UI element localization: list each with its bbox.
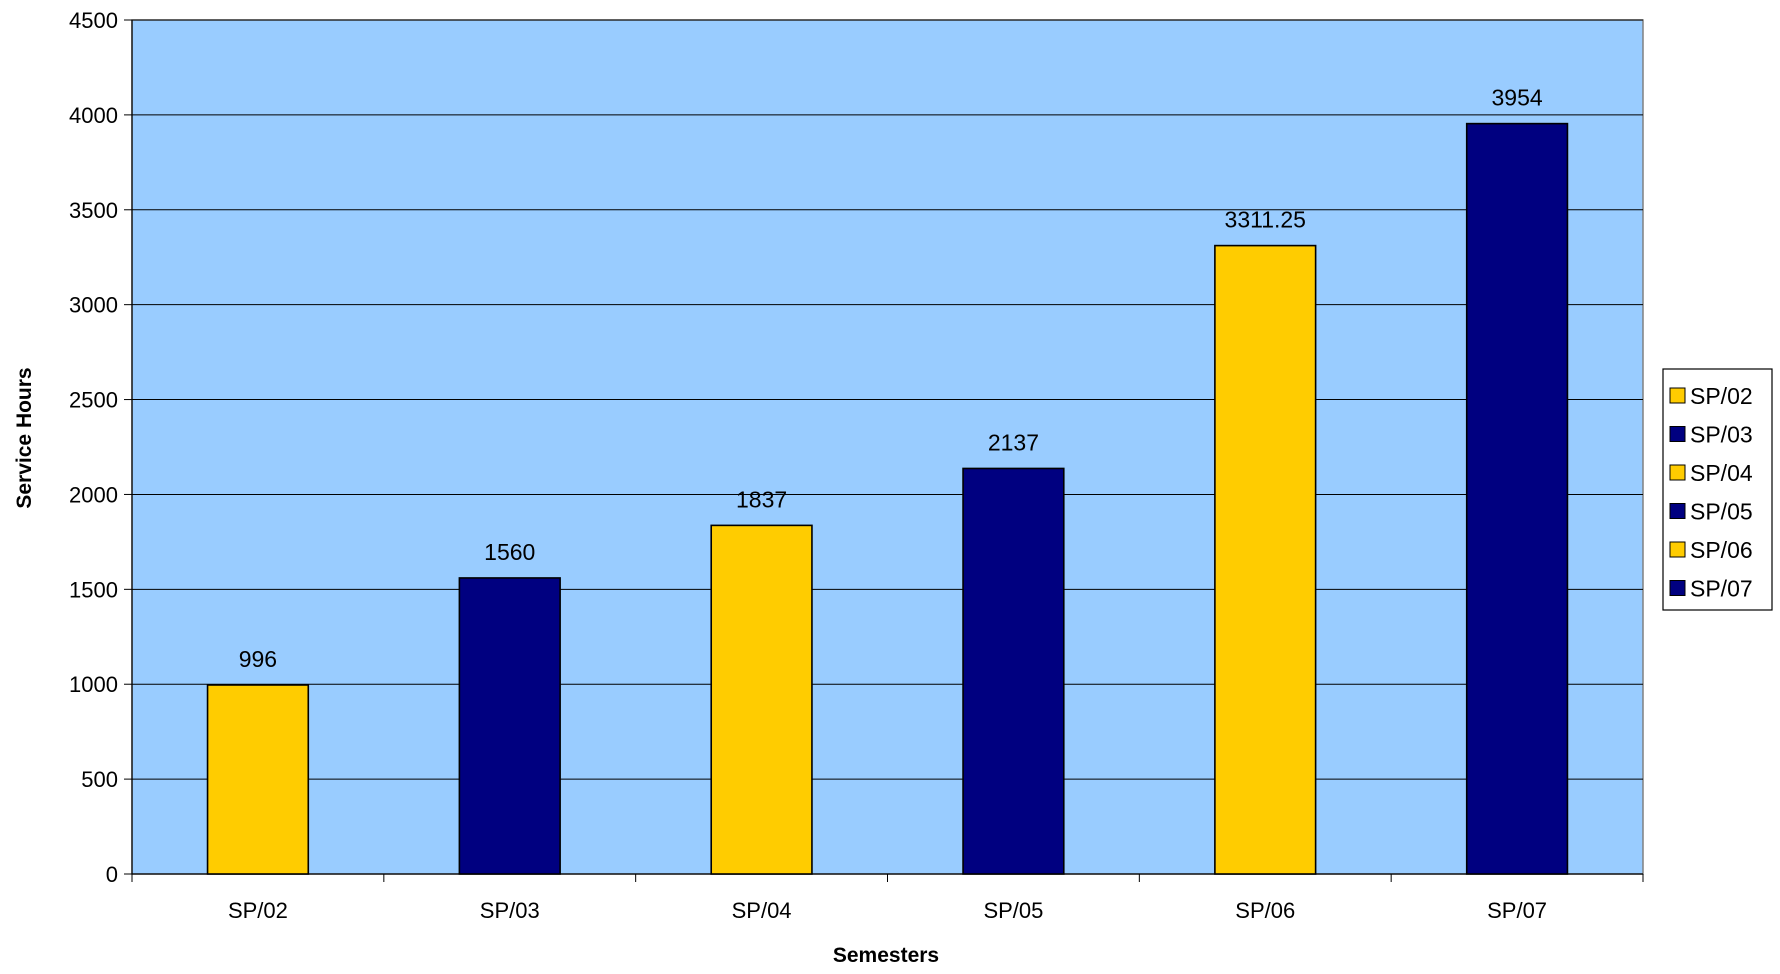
x-tick-label: SP/05 (983, 898, 1043, 923)
y-tick-label: 4000 (69, 103, 118, 128)
data-label: 3311.25 (1225, 207, 1306, 233)
x-tick-label: SP/06 (1235, 898, 1295, 923)
y-tick-label: 3000 (69, 293, 118, 318)
legend-swatch (1669, 426, 1686, 442)
bar (1214, 244, 1317, 875)
x-tick-label: SP/02 (228, 898, 288, 923)
x-axis-title: Semesters (833, 944, 939, 967)
legend-label: SP/04 (1690, 460, 1753, 486)
axes: 0 500 1000 1500 2000 2500 3000 3500 4000 4500 SP/0… (69, 8, 1644, 923)
y-tick-label: 1000 (69, 672, 118, 697)
legend-swatch (1669, 541, 1686, 558)
y-tick-label: 500 (81, 767, 118, 792)
x-tick-label: SP/03 (480, 898, 540, 923)
legend-label: SP/06 (1690, 537, 1753, 563)
y-tick-label: 0 (106, 862, 118, 887)
plot-area (131, 19, 1644, 875)
y-axis-title: Service Hours (13, 367, 36, 508)
bar (962, 467, 1065, 875)
legend-swatch (1669, 387, 1686, 404)
x-tick-label: SP/07 (1487, 898, 1547, 923)
legend-label: SP/02 (1690, 383, 1753, 409)
bar (710, 524, 813, 875)
data-label: 3954 (1491, 85, 1542, 111)
bars (206, 122, 1569, 875)
y-tick-label: 3500 (69, 198, 118, 223)
data-label: 1560 (484, 539, 535, 565)
y-tick-label: 2000 (69, 482, 118, 507)
data-label: 1837 (736, 486, 787, 512)
x-tick-label: SP/04 (732, 898, 792, 923)
y-tick-label: 2500 (69, 388, 118, 413)
y-tick-label: 1500 (69, 577, 118, 602)
bar (458, 577, 561, 875)
bar (1465, 122, 1569, 875)
legend-swatch (1669, 503, 1686, 519)
legend-box (1662, 368, 1773, 611)
data-label: 996 (239, 646, 277, 672)
legend-swatch (1669, 580, 1686, 596)
legend-label: SP/05 (1690, 499, 1753, 525)
legend-label: SP/03 (1690, 422, 1753, 448)
gridlines (132, 19, 1643, 780)
y-tick-label: 4500 (69, 8, 118, 33)
legend-swatch (1669, 464, 1686, 481)
legend-label: SP/07 (1690, 576, 1753, 602)
legend: SP/02 SP/03 SP/04 SP/05 SP/06 SP/07 (1662, 368, 1773, 611)
data-labels: 996 1560 1837 2137 3311.25 3954 (239, 85, 1543, 672)
bar (206, 684, 310, 875)
data-label: 2137 (988, 429, 1039, 455)
